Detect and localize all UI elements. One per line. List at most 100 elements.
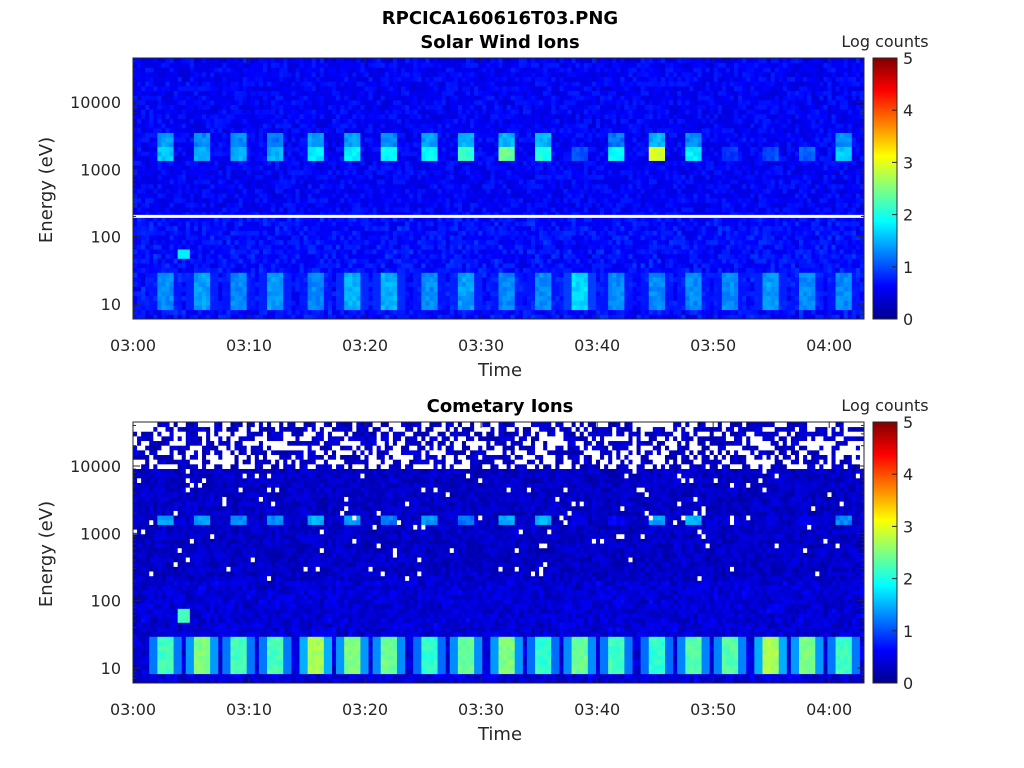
heatmap-bin — [441, 123, 447, 129]
heatmap-bin — [449, 71, 455, 78]
heatmap-bin — [185, 258, 191, 264]
heatmap-bin — [396, 314, 402, 319]
heatmap-bin — [356, 197, 361, 203]
heatmap-bin — [470, 258, 475, 264]
heatmap-bin — [311, 90, 317, 96]
heatmap-bin — [336, 291, 341, 297]
heatmap-bin — [283, 90, 288, 96]
heatmap-bin — [360, 230, 365, 236]
heatmap-bin — [275, 132, 280, 138]
heatmap-bin — [331, 309, 337, 315]
heatmap-bin — [372, 235, 378, 241]
heatmap-bin — [470, 155, 475, 161]
heatmap-bin — [445, 95, 451, 101]
heatmap-bin — [210, 314, 215, 319]
heatmap-bin — [348, 81, 353, 87]
heatmap-bin — [323, 67, 329, 73]
heatmap-bin — [177, 169, 183, 175]
heatmap-bin — [340, 179, 345, 185]
heatmap-bin — [145, 109, 150, 115]
heatmap-bin — [437, 104, 443, 110]
heatmap-bin — [181, 277, 187, 283]
heatmap-bin — [478, 118, 483, 124]
heatmap-bin — [388, 263, 394, 269]
heatmap-bin — [254, 314, 260, 319]
heatmap-bin — [157, 244, 162, 250]
heatmap-bin — [250, 81, 256, 87]
heatmap-bin — [133, 85, 138, 92]
heatmap-bin — [429, 81, 434, 87]
heatmap-bin — [234, 151, 239, 157]
heatmap-bin — [392, 225, 398, 231]
heatmap-bin — [409, 141, 414, 147]
heatmap-bin — [141, 216, 146, 222]
heatmap-bin — [340, 104, 345, 110]
heatmap-bin — [384, 85, 390, 92]
heatmap-bin — [283, 305, 288, 311]
heatmap-bin — [238, 230, 244, 236]
heatmap-bin — [409, 272, 414, 278]
heatmap-bin — [380, 309, 386, 315]
heatmap-bin — [133, 109, 138, 115]
heatmap-bin — [226, 244, 231, 250]
heatmap-bin — [348, 258, 353, 264]
heatmap-bin — [267, 118, 272, 124]
heatmap-bin — [380, 291, 386, 297]
heatmap-bin — [189, 118, 195, 124]
heatmap-bin — [421, 165, 426, 171]
heatmap-bin — [336, 132, 341, 138]
heatmap-bin — [157, 104, 162, 110]
heatmap-bin — [356, 67, 361, 73]
heatmap-bin — [453, 113, 459, 119]
heatmap-bin — [197, 179, 203, 185]
heatmap-bin — [258, 58, 264, 64]
heatmap-bin — [441, 165, 447, 171]
heatmap-bin — [470, 127, 475, 133]
heatmap-bin — [295, 90, 300, 96]
heatmap-bin — [262, 277, 268, 283]
heatmap-bin — [226, 183, 231, 189]
heatmap-bin — [388, 141, 394, 147]
heatmap-bin — [352, 277, 357, 283]
heatmap-bin — [445, 160, 451, 166]
heatmap-bin — [396, 295, 402, 301]
heatmap-bin — [372, 230, 378, 236]
heatmap-bin — [291, 295, 296, 301]
heatmap-bin — [234, 258, 239, 264]
heatmap-bin — [413, 183, 418, 189]
heatmap-bin — [165, 286, 170, 292]
heatmap-bin — [230, 286, 235, 292]
heatmap-bin — [376, 132, 382, 138]
heatmap-bin — [238, 62, 244, 68]
heatmap-bin — [323, 146, 329, 152]
heatmap-bin — [210, 221, 215, 227]
heatmap-bin — [295, 235, 300, 241]
heatmap-bin — [202, 99, 207, 106]
heatmap-bin — [344, 123, 349, 129]
heatmap-bin — [185, 309, 191, 315]
heatmap-bin — [405, 62, 410, 68]
heatmap-bin — [331, 99, 337, 106]
heatmap-bin — [466, 309, 471, 315]
heatmap-bin — [254, 197, 260, 203]
heatmap-bin — [157, 71, 162, 78]
heatmap-bin — [311, 183, 317, 189]
heatmap-bin — [449, 90, 455, 96]
heatmap-bin — [348, 314, 353, 319]
heatmap-bin — [417, 244, 422, 250]
heatmap-bin — [137, 197, 142, 203]
heatmap-bin — [185, 174, 191, 180]
heatmap-bin — [466, 109, 471, 115]
heatmap-bin — [486, 202, 491, 208]
heatmap-bin — [315, 174, 321, 180]
heatmap-bin — [344, 207, 349, 213]
heatmap-bin — [254, 132, 260, 138]
heatmap-bin — [206, 272, 211, 278]
heatmap-bin — [348, 151, 353, 157]
heatmap-bin — [197, 99, 203, 106]
heatmap-bin — [323, 277, 329, 283]
heatmap-bin — [453, 62, 459, 68]
heatmap-bin — [372, 239, 378, 245]
heatmap-bin — [210, 90, 215, 96]
heatmap-bin — [340, 160, 345, 166]
